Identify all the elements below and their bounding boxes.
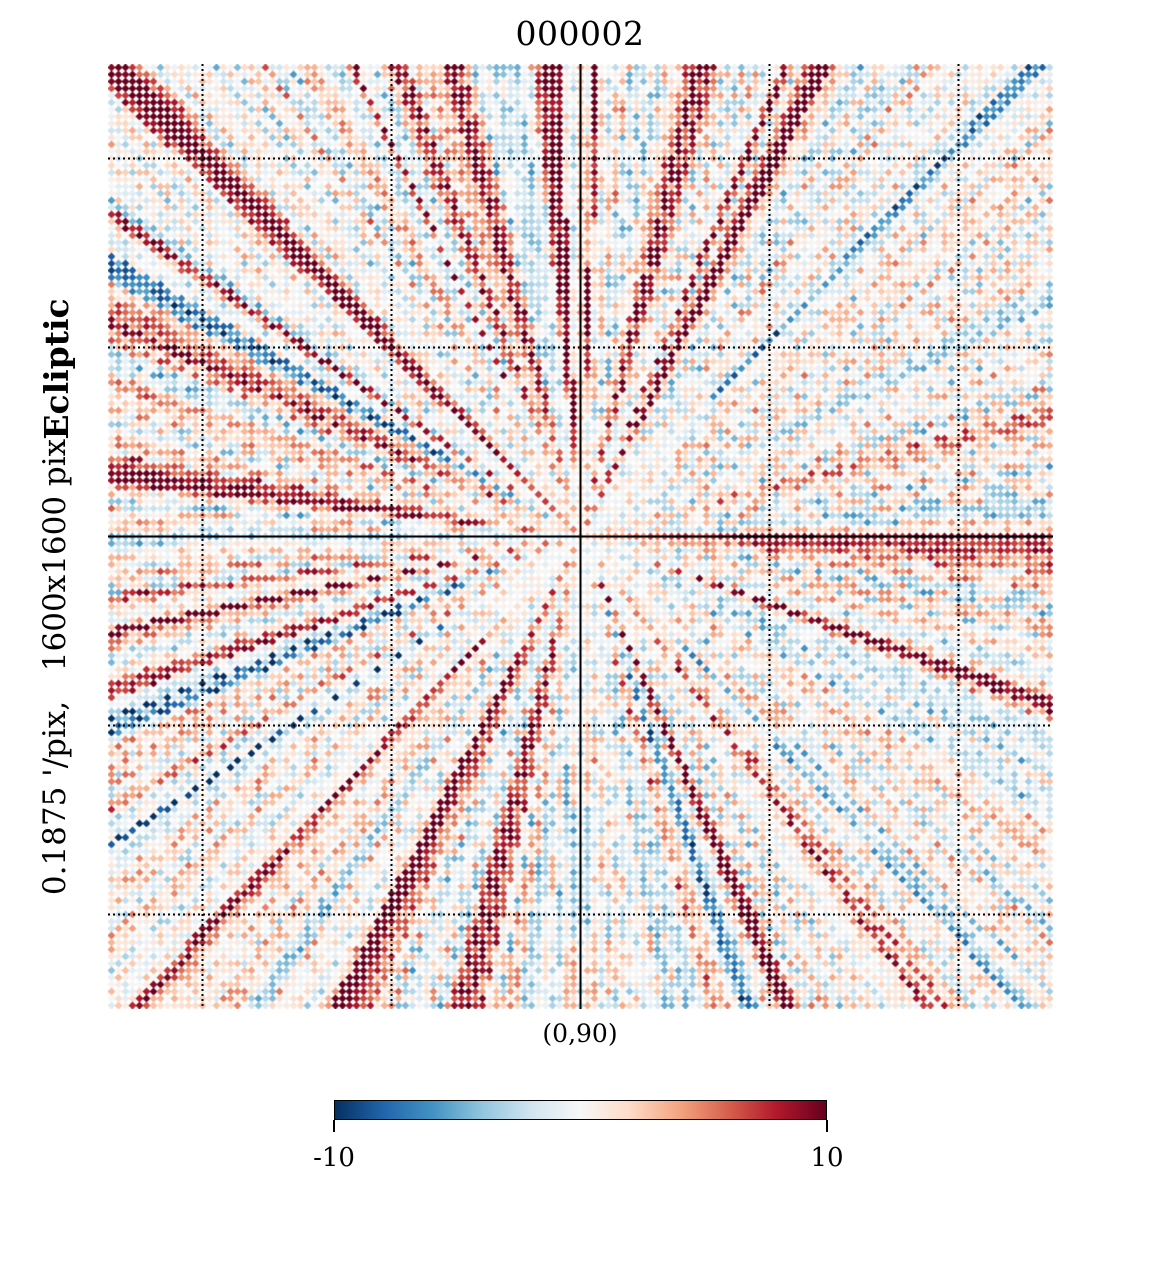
colorbar-min-label: -10 xyxy=(313,1143,355,1173)
center-coordinate-label: (0,90) xyxy=(542,1019,618,1048)
graticule-overlay xyxy=(108,64,1053,1009)
coordinate-frame-label: Ecliptic xyxy=(37,298,76,440)
sky-map[interactable] xyxy=(108,64,1053,1009)
colorbar-max-label: 10 xyxy=(810,1143,844,1173)
colorbar xyxy=(334,1100,827,1120)
colorbar-min-tick xyxy=(333,1120,335,1132)
resolution-label: 0.1875 '/pix, 1600x1600 pix xyxy=(37,438,73,896)
map-title: 000002 xyxy=(515,14,645,53)
colorbar-max-tick xyxy=(826,1120,828,1132)
